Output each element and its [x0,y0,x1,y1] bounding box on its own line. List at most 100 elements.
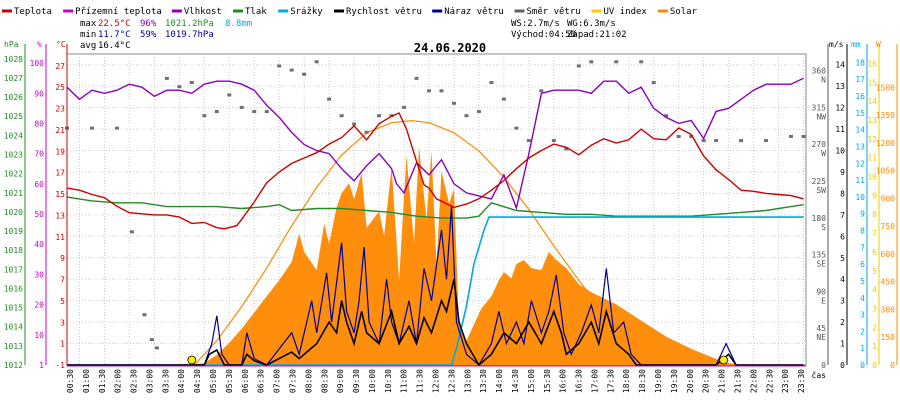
x-axis-tick: 02:30 [130,369,139,393]
wind-direction-point [129,230,134,234]
mm-axis-tick: 18 [855,58,865,67]
mm-axis-tick: 8 [860,227,865,236]
mm-axis-tick: 15 [855,109,865,118]
x-axis-tick: 22:30 [765,369,774,393]
hpa-axis-tick: 1022 [4,170,23,179]
legend-label: Srážky [290,7,323,17]
direction-axis-tick: NE [816,333,826,342]
x-axis-tick: 19:30 [670,369,679,393]
legend-label: UV index [604,7,648,17]
uv-axis-tick: 3 [872,304,877,313]
rain-line [67,216,804,366]
uv-axis-tick: 11 [867,154,877,163]
chart-title: 24.06.2020 [414,41,486,55]
wind-direction-point [526,139,531,143]
uv-axis-tick: 7 [872,229,877,238]
hpa-axis-tick: 1028 [4,55,23,64]
celsius-axis-tick: 27 [55,62,65,71]
x-axis-tick: 02:00 [114,369,123,393]
wind-direction-point [289,68,294,72]
stat-max-pressure: 1021.2hPa [165,19,214,29]
celsius-axis-label: °C [56,40,66,49]
stat-min-temp: 11.7°C [98,30,131,40]
wind-direction-point [564,147,569,151]
w-axis-tick: 450 [881,278,896,287]
x-axis-tick: 21:00 [718,369,727,393]
wind-direction-point [227,93,232,97]
wind-direction-point [149,338,154,342]
x-axis-tick: 11:30 [416,369,425,393]
wind-direction-point [314,60,319,64]
x-axis-tick: 17:30 [606,369,615,393]
direction-axis-tick: 270 [812,140,827,149]
ms-axis-tick: 12 [835,104,845,113]
x-axis-tick: 07:00 [273,369,282,393]
wind-direction-point [514,126,519,130]
w-axis-label: W [876,40,881,49]
x-axis-tick: 16:00 [559,369,568,393]
x-axis-tick: 13:30 [479,369,488,393]
hpa-axis-tick: 1026 [4,93,23,102]
x-axis-tick: 20:00 [686,369,695,393]
uv-axis-tick: 1 [872,342,877,351]
hpa-axis-tick: 1019 [4,227,23,236]
x-axis-tick: 15:00 [527,369,536,393]
mm-axis-label: mm [851,40,861,49]
uv-axis-tick: 5 [872,267,877,276]
mm-axis-tick: 9 [860,210,865,219]
x-axis-tick: 23:30 [797,369,806,393]
mm-axis-tick: 13 [855,142,865,151]
wind-direction-point [589,60,594,64]
wind-direction-point [239,105,244,109]
wind-direction-point [739,139,744,143]
direction-axis-tick: 315 [812,103,827,112]
hpa-axis-tick: 1015 [4,304,23,313]
x-axis-tick: 03:00 [145,369,154,393]
wind-direction-point [451,101,456,105]
hpa-axis-tick: 1017 [4,265,23,274]
w-axis-tick: 1050 [876,167,895,176]
ms-axis-tick: 1 [840,340,845,349]
x-axis-tick: 23:00 [781,369,790,393]
wind-direction-point [142,313,147,317]
wind-direction-point [364,130,369,134]
legend: Teplota Přízemní teplota Vlhkost Tlak Srážky… [2,7,698,17]
humidity-line [66,77,804,211]
celsius-axis-tick: -1 [55,361,65,370]
stat-min-pressure: 1019.7hPa [165,30,214,40]
w-axis-tick: 1350 [876,111,895,120]
stat-wind-speed: WS:2.7m/s [511,19,560,29]
hpa-axis-tick: 1018 [4,246,23,255]
celsius-axis-tick: 17 [55,169,65,178]
legend-label: Teplota [14,7,52,17]
celsius-axis-tick: 11 [55,233,65,242]
wind-direction-point [252,110,257,114]
stat-min-humidity: 59% [140,30,157,40]
wind-direction-point [639,60,644,64]
uv-axis-tick: 15 [867,78,877,87]
wind-direction-point [501,97,506,101]
percent-axis-tick: 40 [34,240,44,249]
x-axis-tick: 18:30 [638,369,647,393]
mm-axis-tick: 11 [855,176,865,185]
x-axis-tick: 04:00 [177,369,186,393]
x-axis-label: čas [812,370,827,380]
ms-axis-tick: 8 [840,189,845,198]
solar-area [67,146,804,365]
ms-axis-tick: 4 [840,275,845,284]
direction-axis-tick: S [821,223,826,232]
wind-direction-point [476,110,481,114]
percent-axis-tick: 100 [30,59,45,68]
uv-index-marker [719,355,729,365]
uv-axis-tick: 12 [867,135,877,144]
wind-direction-point [664,114,669,118]
stat-min-label: min [80,30,96,40]
legend-label: Vlhkost [184,7,222,17]
wind-direction-point [154,346,159,350]
w-axis-tick: 1200 [876,139,895,148]
w-axis-tick: 900 [881,194,896,203]
x-axis-tick: 19:00 [654,369,663,393]
uv-axis-tick: 10 [867,173,877,182]
stat-rain-total: 8.8mm [225,19,252,29]
